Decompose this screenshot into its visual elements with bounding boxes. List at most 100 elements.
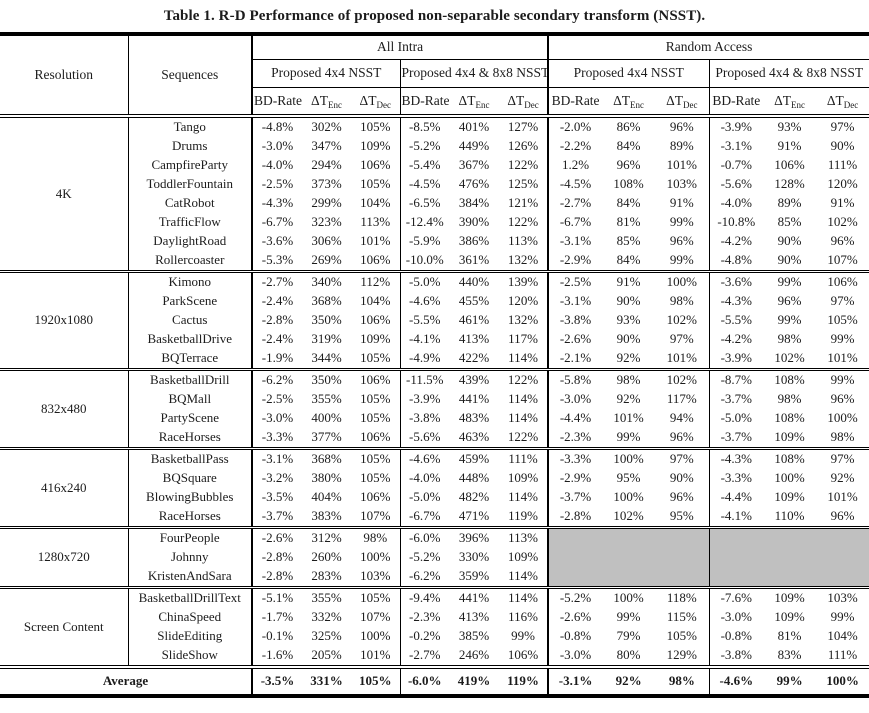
value-cell: 91% [777, 138, 802, 154]
value-cell: 106% [774, 157, 805, 173]
value-cell: 99% [763, 270, 817, 292]
value-cell: 97% [830, 119, 855, 135]
sequence-cell: Johnny [127, 548, 252, 567]
empty-cell [816, 548, 869, 567]
metric-subscript: Dec [524, 99, 539, 110]
value-cell: -3.1% [547, 292, 603, 311]
value-cell: 109% [763, 586, 817, 608]
value-cell: 99% [816, 368, 869, 390]
value-cell: 91% [830, 195, 855, 211]
value-cell: 471% [458, 508, 490, 524]
value-cell: -0.1% [251, 627, 302, 646]
value-cell: 344% [311, 350, 342, 366]
col-header-sequences: Sequences [127, 34, 252, 118]
value-cell: -3.1% [251, 447, 302, 469]
value-cell: 96% [830, 508, 855, 524]
value-cell: 355% [311, 391, 342, 407]
value-cell: 105% [827, 312, 858, 328]
value-cell: 373% [311, 176, 342, 192]
value-cell: 114% [508, 391, 538, 407]
table-title: Table 1. R-D Performance of proposed non… [163, 8, 706, 24]
value-cell: 102% [774, 350, 805, 366]
value-cell: 359% [458, 568, 490, 584]
empty-cell [763, 526, 817, 548]
value-cell: -0.7% [708, 156, 764, 175]
value-cell: 441% [449, 586, 499, 608]
value-cell: 114% [508, 350, 538, 366]
value-cell: 98% [351, 526, 400, 548]
value-cell: 440% [449, 270, 499, 292]
value-cell: 100% [360, 628, 391, 644]
sequence-cell: BlowingBubbles [127, 488, 252, 507]
value-cell: -5.6% [708, 175, 764, 194]
value-cell: 101% [360, 647, 391, 663]
value-cell: -5.2% [547, 586, 603, 608]
value-cell: 115% [666, 609, 697, 625]
table-row: SlideShow -1.6% 205% 101% -2.7% 246% 106% -3.0%… [0, 646, 869, 667]
sequence-cell: BasketballDrillText [127, 586, 252, 608]
empty-cell [708, 548, 764, 567]
value-cell: 109% [507, 549, 539, 565]
table-row: Cactus -2.8% 350% 106% -5.5% 461% 132% -3.8% 93%… [0, 311, 869, 330]
value-cell: 413% [458, 609, 490, 625]
value-cell: 106% [360, 489, 391, 505]
sequence-cell: KristenAndSara [127, 567, 252, 588]
value-cell: -1.6% [251, 646, 302, 667]
sequence-cell: TrafficFlow [127, 213, 252, 232]
value-cell: 99% [669, 252, 694, 268]
value-cell: -5.5% [708, 311, 764, 330]
value-cell: 413% [458, 331, 490, 347]
value-cell: -0.8% [547, 627, 603, 646]
value-cell: -2.4% [251, 330, 302, 349]
empty-cell [655, 567, 710, 588]
value-cell: -3.1% [708, 137, 764, 156]
empty-cell [602, 567, 656, 588]
value-cell: 95% [616, 470, 641, 486]
value-cell: -2.5% [251, 390, 302, 409]
col-subgroup-ra-4x4-nsst: Proposed 4x4 NSST [547, 59, 710, 88]
value-cell: -5.3% [251, 251, 302, 272]
empty-cell [708, 567, 764, 588]
value-cell: 361% [458, 252, 490, 268]
empty-cell [763, 567, 817, 588]
value-cell: -4.4% [708, 488, 764, 507]
value-cell: 96% [830, 391, 855, 407]
value-cell: 114% [508, 568, 538, 584]
value-cell: 100% [774, 470, 805, 486]
rd-performance-table: Resolution Sequences All Intra Random Ac… [0, 32, 869, 698]
value-cell: -2.9% [547, 469, 603, 488]
value-cell: 448% [458, 470, 490, 486]
value-cell: -3.3% [251, 428, 302, 449]
table-row: RaceHorses -3.3% 377% 106% -5.6% 463% 122% -2.3… [0, 428, 869, 449]
value-cell: 98% [602, 368, 656, 390]
value-cell: 126% [507, 138, 539, 154]
value-cell: 449% [458, 138, 490, 154]
metric-header-bd-rate: BD-Rate [251, 87, 302, 118]
average-label: Average [0, 665, 252, 696]
value-cell: 106% [360, 312, 391, 328]
average-value-cell: 331% [302, 665, 351, 696]
table-row: BasketballDrive -2.4% 319% 109% -4.1% 413% 117… [0, 330, 869, 349]
value-cell: 96% [830, 233, 855, 249]
value-cell: 483% [458, 410, 490, 426]
table-row: ChinaSpeed -1.7% 332% 107% -2.3% 413% 116% -2.6… [0, 608, 869, 627]
value-cell: -4.3% [708, 292, 764, 311]
value-cell: 102% [666, 312, 697, 328]
value-cell: 111% [827, 647, 858, 663]
value-cell: -3.5% [251, 488, 302, 507]
col-group-all-intra: All Intra [250, 34, 549, 60]
average-value-cell: 105% [351, 665, 400, 696]
resolution-cell: 416x240 [0, 447, 128, 528]
empty-cell [547, 548, 603, 567]
metric-subscript: Enc [327, 99, 342, 110]
metric-subscript: Enc [791, 99, 806, 110]
value-cell: -11.5% [399, 368, 449, 390]
metric-header-dt-enc: ΔTEnc [602, 87, 656, 118]
metric-subscript: Dec [376, 99, 391, 110]
value-cell: 105% [360, 350, 391, 366]
value-cell: 101% [360, 233, 391, 249]
table-row: 416x240 BasketballPass -3.1% 368% 105% -4.6% 4… [0, 447, 869, 528]
metric-subscript: Enc [630, 99, 645, 110]
value-cell: 105% [360, 410, 391, 426]
metric-header-dt-dec: ΔTDec [655, 87, 710, 118]
